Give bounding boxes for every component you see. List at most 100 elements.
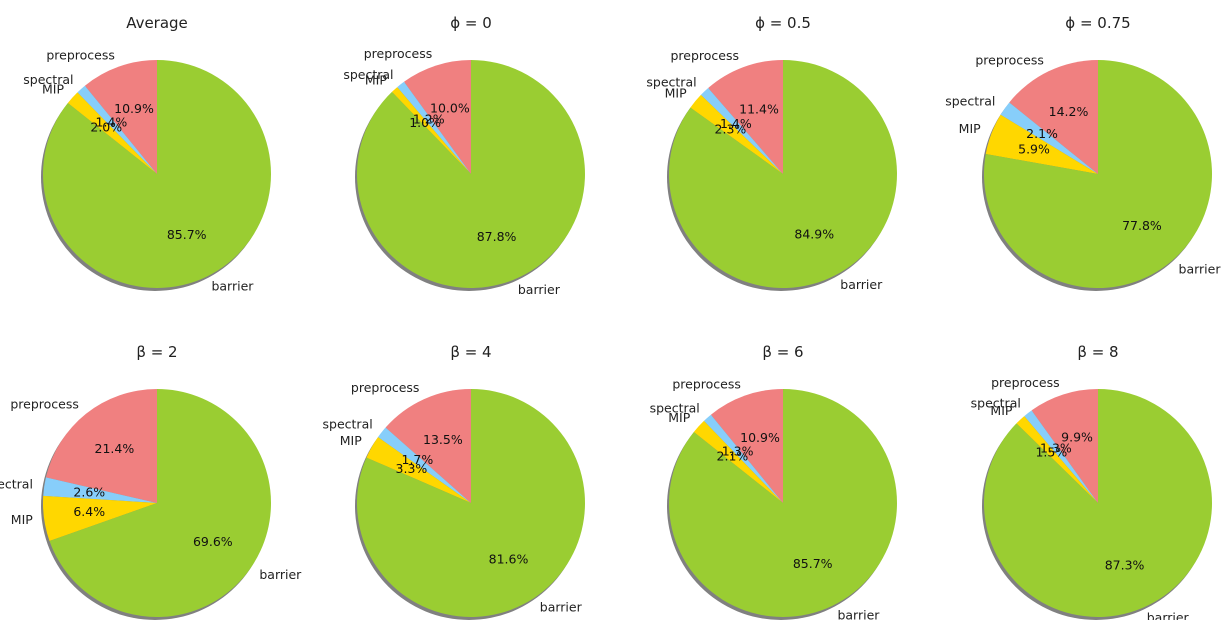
pie-slice-preprocess (708, 60, 783, 174)
slice-label-barrier: barrier (1179, 262, 1222, 277)
slice-percent-spectral: 1.3% (722, 443, 754, 458)
slice-percent-barrier: 87.8% (477, 229, 517, 244)
slice-label-MIP: MIP (665, 85, 687, 100)
pie-slice-MIP (391, 87, 471, 174)
slice-label-MIP: MIP (365, 72, 387, 87)
slice-percent-barrier: 85.7% (167, 227, 207, 242)
slice-label-spectral: spectral (971, 396, 1021, 411)
slice-percent-preprocess: 14.2% (1049, 104, 1089, 119)
slice-label-MIP: MIP (959, 121, 981, 136)
pie-slice-spectral (77, 85, 157, 174)
slice-label-MIP: MIP (990, 403, 1012, 418)
pie-slice-spectral (700, 88, 783, 174)
slice-percent-MIP: 5.9% (1018, 141, 1050, 156)
slice-percent-preprocess: 10.0% (430, 100, 470, 115)
pie-slice-barrier (356, 389, 585, 618)
slice-label-spectral: spectral (23, 72, 73, 87)
slice-percent-preprocess: 21.4% (95, 441, 135, 456)
pie-slice-preprocess (1009, 60, 1098, 174)
pie-slice-barrier (669, 389, 898, 617)
slice-percent-barrier: 77.8% (1122, 218, 1162, 233)
slice-percent-spectral: 1.4% (96, 114, 128, 129)
slice-percent-MIP: 1.5% (1035, 444, 1067, 459)
chart-title: β = 4 (450, 343, 491, 361)
slice-label-barrier: barrier (837, 607, 880, 620)
slice-label-spectral: spectral (646, 75, 696, 90)
pie-slice-spectral (397, 81, 471, 174)
slice-percent-barrier: 81.6% (489, 552, 529, 567)
slice-percent-MIP: 2.3% (715, 122, 747, 137)
slice-label-barrier: barrier (259, 567, 302, 582)
pie-slice-preprocess (45, 389, 157, 503)
pie-chart-5: β = 2 preprocess spectral MIP barrier 21.4% 2.… (0, 343, 302, 620)
pie-slice-barrier (984, 60, 1213, 288)
pie-slice-spectral (703, 414, 783, 503)
pie-slice-spectral (1000, 102, 1098, 174)
pie-slice-barrier (983, 389, 1212, 617)
pie-slice-spectral (1024, 410, 1098, 503)
slice-percent-preprocess: 10.9% (114, 101, 154, 116)
pie-slice-preprocess (710, 389, 783, 503)
chart-title: ϕ = 0 (450, 14, 492, 32)
pie-slice-MIP (693, 420, 783, 503)
slice-label-MIP: MIP (11, 512, 33, 527)
slice-percent-spectral: 1.2% (413, 112, 445, 127)
slice-label-spectral: spectral (945, 93, 995, 108)
slice-label-preprocess: preprocess (10, 396, 79, 411)
slice-label-spectral: spectral (343, 67, 393, 82)
slice-percent-spectral: 1.7% (402, 452, 434, 467)
pie-slice-preprocess (403, 60, 471, 174)
slice-label-MIP: MIP (668, 410, 690, 425)
slice-label-barrier: barrier (540, 599, 583, 614)
slice-percent-barrier: 84.9% (794, 226, 834, 241)
slice-label-spectral: spectral (323, 417, 373, 432)
slice-percent-preprocess: 13.5% (423, 432, 463, 447)
slice-label-preprocess: preprocess (991, 375, 1060, 390)
slice-percent-preprocess: 9.9% (1061, 429, 1093, 444)
chart-title: ϕ = 0.75 (1065, 14, 1130, 32)
slice-label-preprocess: preprocess (46, 47, 115, 62)
pie-slice-spectral (43, 477, 157, 503)
slice-percent-MIP: 2.0% (90, 120, 122, 135)
slice-percent-barrier: 85.7% (793, 556, 833, 571)
chart-title: Average (126, 14, 188, 32)
pie-slice-MIP (1016, 416, 1098, 503)
slice-percent-barrier: 69.6% (193, 534, 233, 549)
slice-label-barrier: barrier (518, 282, 561, 297)
slice-percent-barrier: 87.3% (1105, 558, 1145, 573)
slice-label-preprocess: preprocess (351, 380, 420, 395)
slice-percent-MIP: 2.1% (717, 448, 749, 463)
slice-percent-MIP: 3.3% (396, 461, 428, 476)
pie-slice-barrier (356, 60, 585, 289)
pie-slice-preprocess (1031, 389, 1098, 503)
slice-percent-MIP: 6.4% (73, 504, 105, 519)
slice-percent-spectral: 1.4% (720, 116, 752, 131)
chart-title: β = 6 (762, 343, 803, 361)
slice-label-preprocess: preprocess (975, 52, 1044, 67)
pie-chart-4: ϕ = 0.75 preprocess spectral MIP barrier 14.2… (945, 14, 1221, 291)
slice-label-preprocess: preprocess (672, 376, 741, 391)
slice-label-barrier: barrier (1147, 610, 1190, 620)
pie-slice-MIP (690, 94, 783, 174)
pie-slice-barrier (49, 389, 272, 617)
slice-label-barrier: barrier (840, 277, 883, 292)
pie-slice-preprocess (385, 389, 471, 503)
pie-slice-MIP (42, 495, 158, 541)
chart-title: ϕ = 0.5 (755, 14, 811, 32)
slice-label-spectral: spectral (0, 476, 33, 491)
pie-slice-preprocess (84, 60, 157, 174)
slice-percent-spectral: 1.3% (1040, 441, 1072, 456)
slice-percent-MIP: 1.0% (409, 115, 441, 130)
chart-title: β = 8 (1077, 343, 1118, 361)
pie-slice-MIP (366, 437, 471, 503)
pie-slice-spectral (378, 427, 471, 503)
chart-title: β = 2 (136, 343, 177, 361)
pie-slice-barrier (43, 60, 272, 288)
